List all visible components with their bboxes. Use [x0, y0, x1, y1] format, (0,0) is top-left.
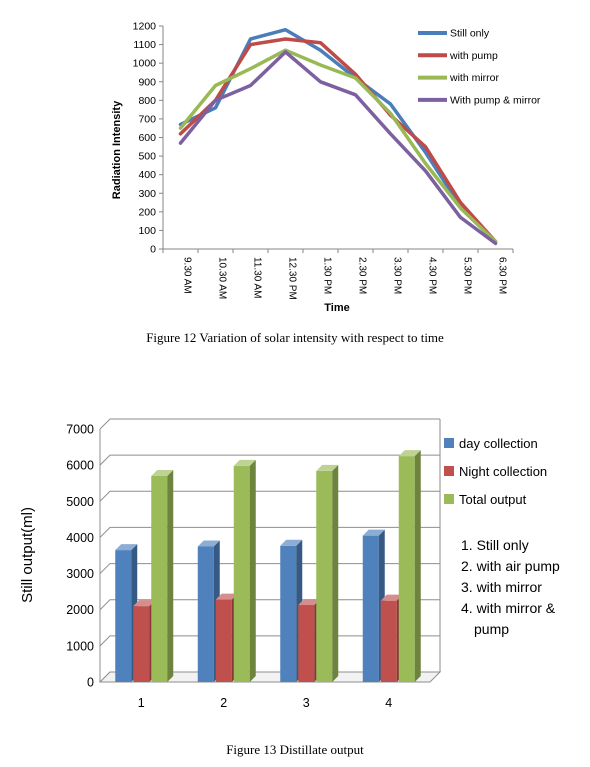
- bar-front: [197, 546, 214, 682]
- bar-side: [414, 450, 421, 682]
- y-tick-label: 400: [138, 169, 156, 181]
- y-tick-label: 100: [138, 225, 156, 237]
- legend-swatch: [444, 466, 454, 476]
- case-note: pump: [474, 621, 509, 637]
- x-tick-label: 2.30 PM: [357, 257, 368, 294]
- bar-top: [280, 539, 303, 546]
- bar-front: [215, 599, 232, 682]
- gridline: [99, 418, 440, 430]
- y-tick-label: 1000: [66, 639, 94, 653]
- y-tick-label: 0: [87, 676, 94, 690]
- x-tick-label: 5.30 PM: [462, 257, 473, 294]
- legend-label: Night collection: [459, 464, 547, 479]
- legend-label: Still only: [450, 28, 490, 40]
- bar-chart: 0 1000 2000 3000 4000 5000 6000 7000 Still outpu…: [19, 418, 560, 710]
- bar-front: [280, 545, 297, 682]
- legend-swatch: [444, 494, 454, 504]
- x-tick-label: 9.30 AM: [182, 257, 193, 294]
- y-tick-label: 3000: [66, 567, 94, 581]
- y-tick-label: 900: [138, 76, 156, 88]
- legend-label: With pump & mirror: [450, 94, 541, 106]
- legend-label: with pump: [449, 50, 498, 62]
- y-tick-label: 500: [138, 151, 156, 163]
- bar-top: [197, 540, 220, 547]
- bar-top: [362, 529, 385, 536]
- bar-top: [380, 594, 403, 601]
- bar-side: [167, 469, 174, 682]
- y-tick-label: 1100: [133, 39, 156, 51]
- y-tick-label: 300: [138, 188, 156, 200]
- bar-front: [298, 605, 315, 682]
- bar-front: [233, 465, 250, 682]
- legend-swatch: [444, 438, 454, 448]
- y-axis-title: Still output(ml): [19, 507, 36, 603]
- case-note: 1. Still only: [461, 537, 529, 553]
- series-line-1: [178, 27, 498, 244]
- y-tick-label: 600: [138, 132, 156, 144]
- x-tick-label: 2: [220, 696, 227, 710]
- figure-13-caption: Figure 13 Distillate output: [226, 742, 364, 757]
- bar-top: [215, 593, 238, 600]
- bar-top: [316, 464, 339, 471]
- x-tick-label: 1: [138, 696, 145, 710]
- y-tick-label: 800: [138, 95, 156, 107]
- y-tick-label: 5000: [66, 495, 94, 509]
- bar-side: [332, 464, 339, 682]
- y-tick-label: 4000: [66, 531, 94, 545]
- x-tick-label: 6.30 PM: [497, 257, 508, 294]
- case-note: 2. with air pump: [461, 558, 560, 574]
- series-line-2: [178, 37, 498, 244]
- x-tick-label: 3.30 PM: [392, 257, 403, 294]
- figure-12-caption: Figure 12 Variation of solar intensity w…: [146, 330, 444, 345]
- y-tick-label: 6000: [66, 459, 94, 473]
- x-tick-label: 10.30 AM: [217, 257, 228, 299]
- bar-front: [151, 475, 168, 682]
- series-line-3: [178, 48, 498, 244]
- x-tick-label: 3: [303, 696, 310, 710]
- legend-label: day collection: [459, 436, 538, 451]
- y-tick-label: 1000: [133, 58, 157, 70]
- x-tick-label: 1.30 PM: [322, 257, 333, 294]
- y-tick-label: 7000: [66, 423, 94, 437]
- case-note: 4. with mirror &: [461, 600, 556, 616]
- bar-front: [316, 470, 333, 682]
- y-axis-title: Radiation Intensity: [111, 100, 123, 199]
- bar-front: [380, 600, 397, 682]
- x-axis-title: Time: [324, 302, 349, 314]
- bar-top: [133, 600, 156, 607]
- x-tick-label: 4.30 PM: [427, 257, 438, 294]
- legend-label: Total output: [459, 492, 527, 507]
- x-tick-label: 12.30 PM: [287, 257, 298, 300]
- bar-front: [133, 606, 150, 682]
- bar-top: [298, 599, 321, 606]
- x-tick-label: 11.30 AM: [252, 257, 263, 299]
- y-tick-label: 1200: [133, 21, 157, 33]
- bar-top: [151, 469, 174, 476]
- bar-top: [233, 459, 256, 466]
- x-tick-label: 4: [385, 696, 392, 710]
- series-line-4: [178, 50, 498, 246]
- line-chart: 0 100 200 300 400 500 600 700 800 900 1000 1100 1200…: [111, 21, 541, 315]
- bar-top: [115, 544, 138, 551]
- bar-front: [362, 535, 379, 682]
- legend-label: with mirror: [449, 72, 500, 84]
- y-tick-label: 0: [150, 244, 156, 256]
- bar-top: [398, 450, 421, 457]
- bar-side: [249, 459, 256, 682]
- y-tick-label: 2000: [66, 603, 94, 617]
- y-tick-label: 700: [138, 113, 156, 125]
- y-tick-label: 200: [138, 206, 156, 218]
- gridline: [99, 454, 440, 466]
- case-note: 3. with mirror: [461, 579, 542, 595]
- bar-front: [115, 550, 132, 682]
- bar-front: [398, 456, 415, 682]
